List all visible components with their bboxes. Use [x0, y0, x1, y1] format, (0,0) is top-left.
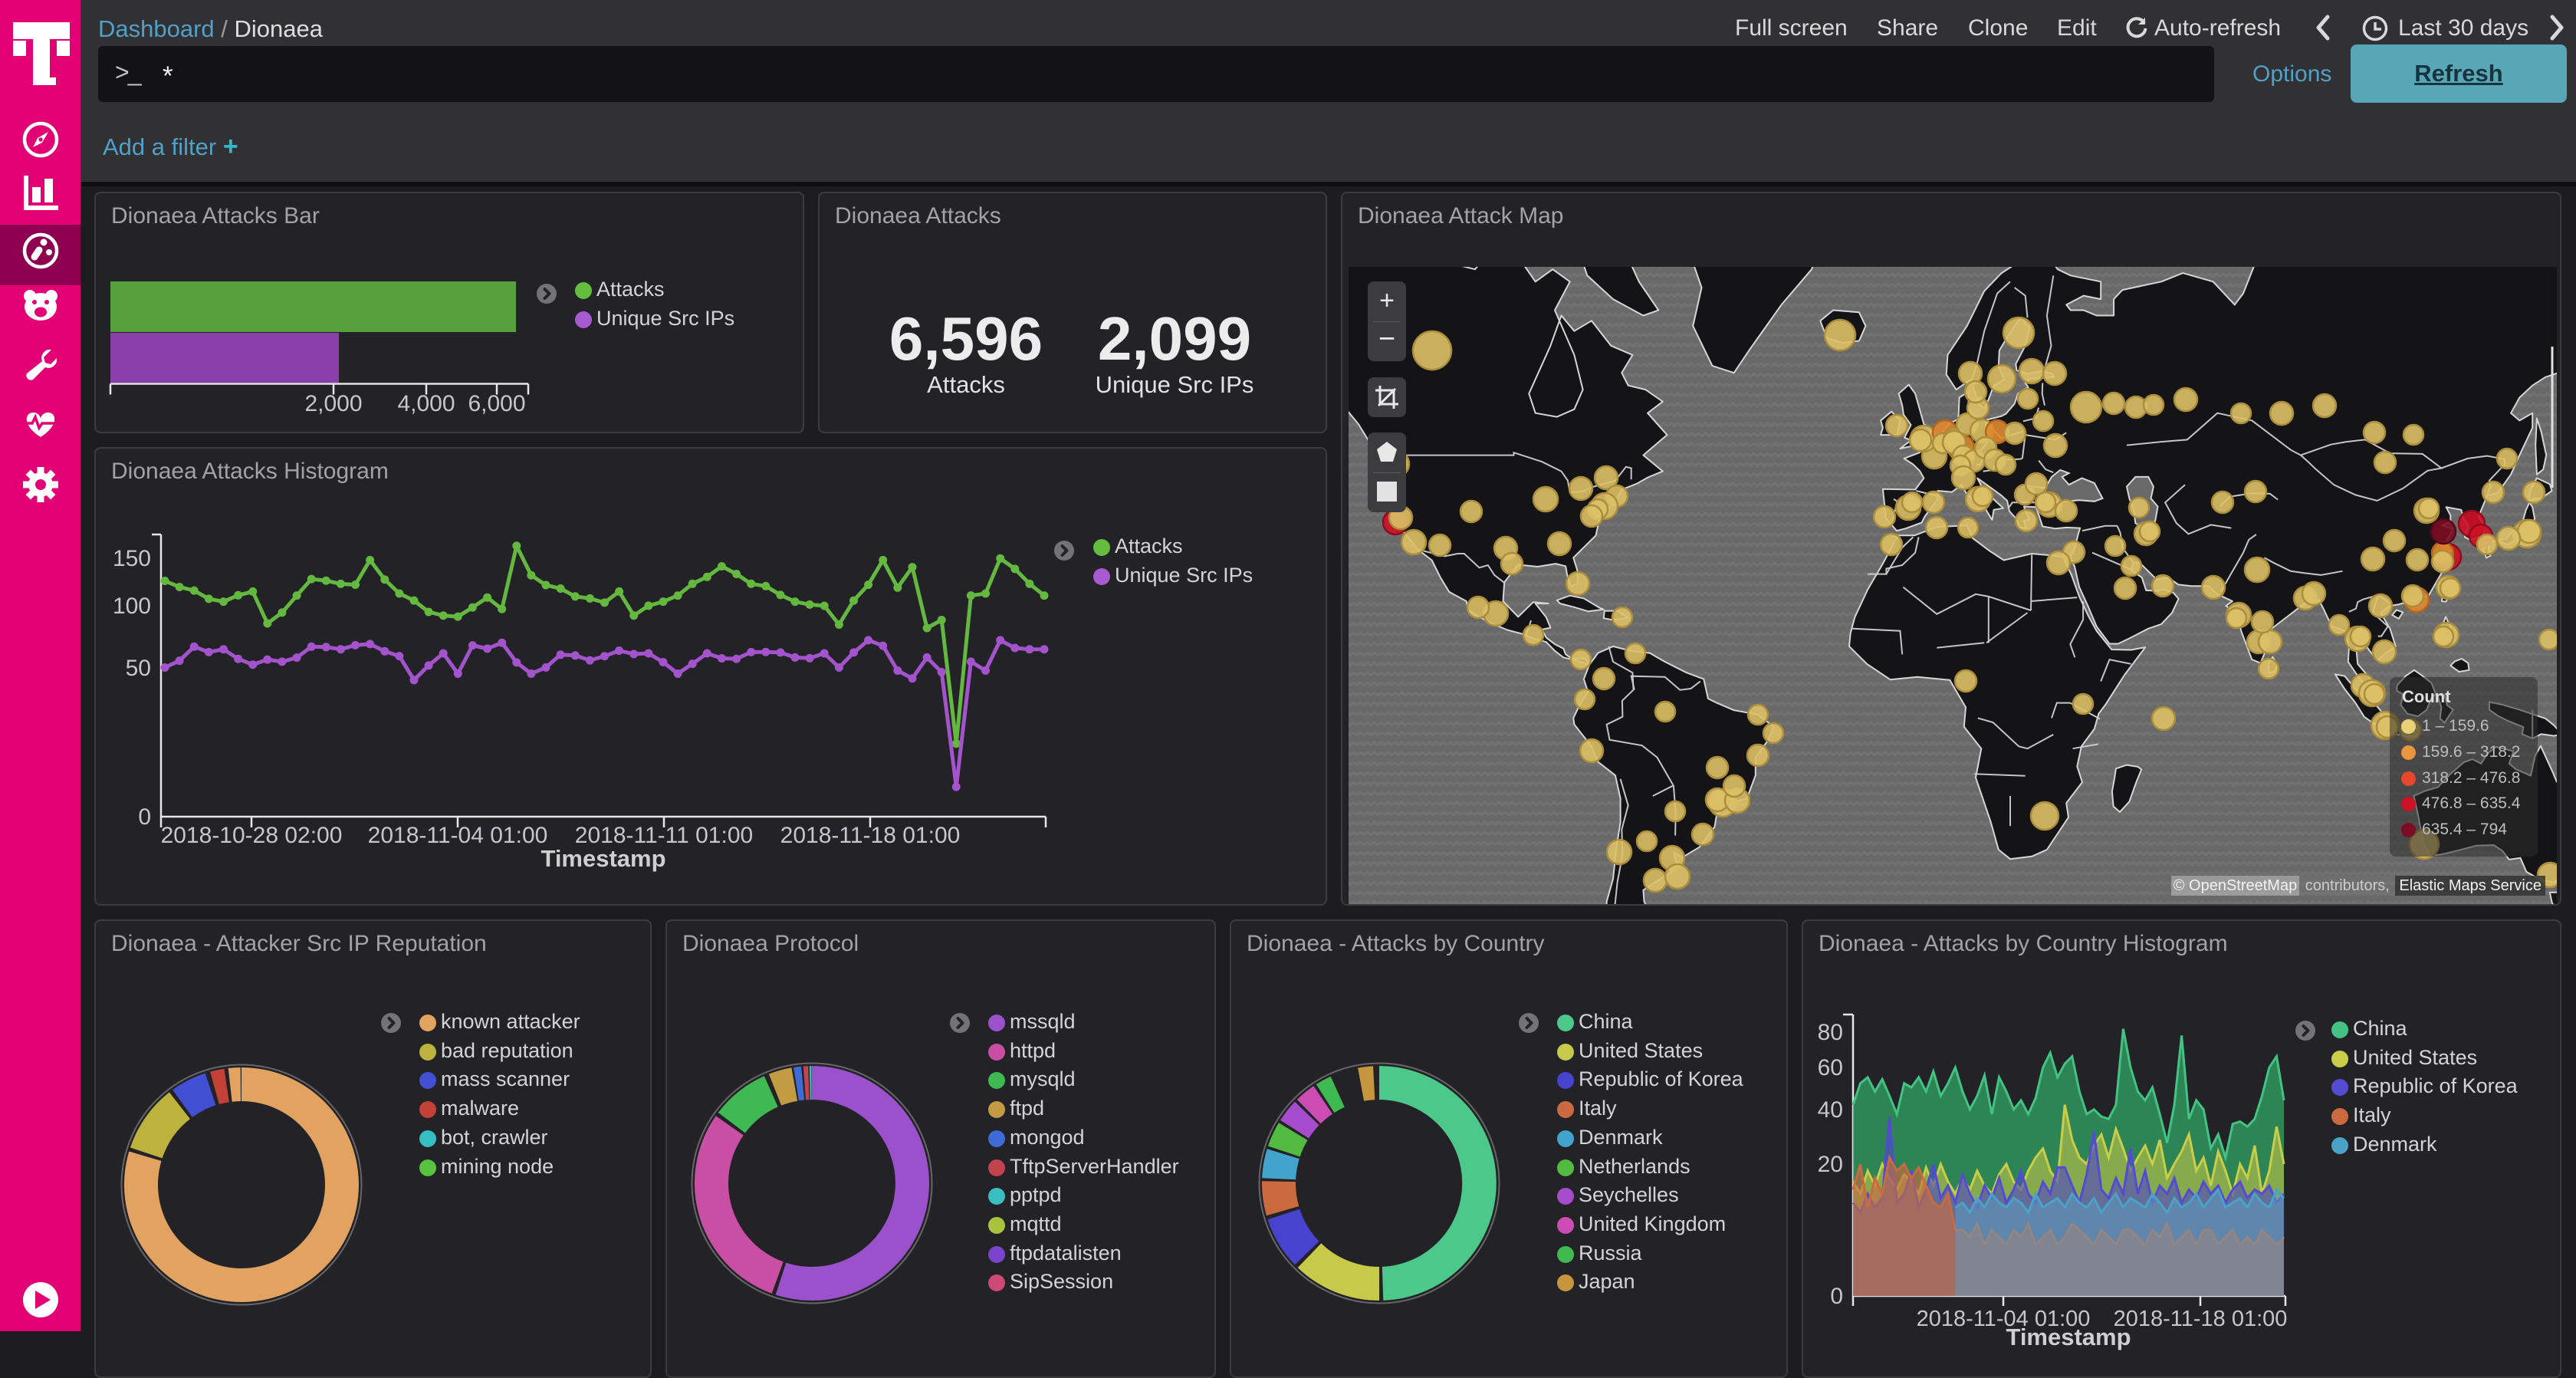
svg-text:0: 0 — [1830, 1284, 1843, 1309]
svg-text:2018-11-18 01:00: 2018-11-18 01:00 — [780, 823, 961, 848]
svg-text:50: 50 — [126, 656, 151, 681]
svg-text:100: 100 — [113, 594, 151, 619]
svg-text:2018-11-18 01:00: 2018-11-18 01:00 — [2114, 1307, 2288, 1331]
svg-text:Timestamp: Timestamp — [540, 845, 665, 872]
svg-text:Timestamp: Timestamp — [2006, 1324, 2131, 1350]
svg-text:2018-11-11 01:00: 2018-11-11 01:00 — [575, 823, 753, 848]
svg-text:2,000: 2,000 — [304, 391, 362, 416]
svg-text:40: 40 — [1818, 1097, 1843, 1123]
svg-text:20: 20 — [1818, 1152, 1843, 1177]
svg-text:2018-11-04 01:00: 2018-11-04 01:00 — [368, 823, 548, 848]
svg-text:2018-11-04 01:00: 2018-11-04 01:00 — [1917, 1307, 2091, 1331]
svg-text:80: 80 — [1818, 1020, 1843, 1045]
svg-text:6,000: 6,000 — [468, 391, 525, 416]
svg-text:150: 150 — [113, 546, 151, 571]
svg-text:0: 0 — [138, 804, 151, 830]
svg-text:2018-10-28 02:00: 2018-10-28 02:00 — [161, 823, 343, 848]
svg-text:4,000: 4,000 — [397, 391, 455, 416]
svg-text:60: 60 — [1818, 1055, 1843, 1080]
